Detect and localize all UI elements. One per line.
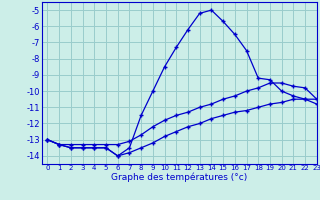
X-axis label: Graphe des températures (°c): Graphe des températures (°c) [111, 173, 247, 182]
